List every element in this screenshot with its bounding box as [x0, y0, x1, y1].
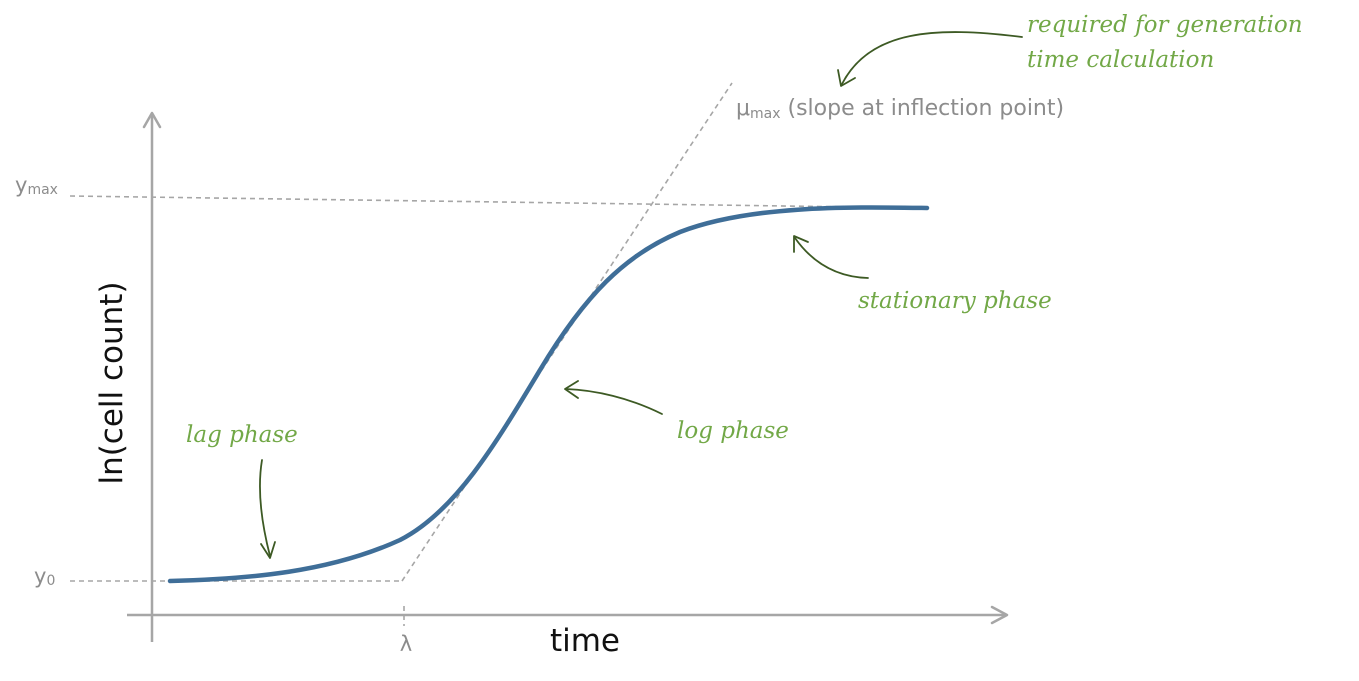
stationary-arrow: [793, 235, 869, 279]
x-axis-arrowhead: [990, 605, 1009, 625]
growth-curve: [167, 205, 930, 584]
x-axis-label: time: [550, 623, 620, 659]
ymax-guide-line: [69, 195, 929, 209]
lambda-label: λ: [400, 632, 412, 656]
lag-phase-label: lag phase: [186, 422, 298, 448]
y-axis-label: ln(cell count): [94, 281, 130, 484]
log-arrow: [564, 380, 663, 415]
generation-note-line2: time calculation: [1027, 47, 1214, 73]
stationary-phase-label: stationary phase: [858, 288, 1052, 314]
generation-note-line1: required for generation: [1027, 12, 1303, 38]
log-phase-label: log phase: [677, 418, 789, 444]
y-axis-arrowhead: [142, 111, 162, 129]
y-axis: [142, 111, 162, 642]
generation-arrow: [837, 31, 1023, 87]
ymax-label: ymax: [15, 173, 58, 198]
lag-arrow: [259, 459, 276, 559]
x-axis: [127, 605, 1009, 625]
y0-label: y0: [34, 564, 55, 589]
mu-max-label: μmax (slope at inflection point): [736, 96, 1064, 122]
